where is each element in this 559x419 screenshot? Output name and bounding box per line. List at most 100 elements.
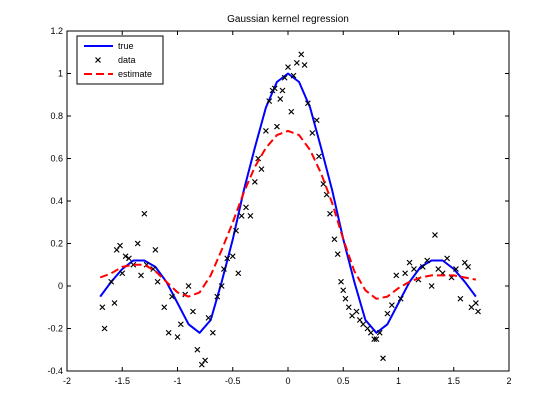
data-point [406,259,413,266]
data-point [461,259,468,266]
data-point [101,325,108,332]
data-point [402,270,409,277]
data-point [424,257,431,264]
legend-marker-data [95,57,101,63]
data-point [388,302,395,309]
data-point [320,181,327,187]
data-point [274,123,280,130]
data-point [419,263,426,270]
data-point [288,108,295,115]
data-point [266,98,273,105]
data-point [220,266,227,272]
y-tick-label: 0.4 [50,196,63,206]
data-point [349,312,356,319]
data-point [285,64,291,71]
data-point [235,270,242,277]
data-point [111,300,118,306]
legend-label-data: data [118,55,136,65]
y-tick-label: 1 [58,69,63,79]
data-point [327,210,333,217]
y-tick-label: 0.2 [50,239,63,249]
legend: true data estimate [76,35,164,85]
data-point [122,253,129,260]
data-point [154,278,161,285]
data-point [301,62,308,68]
data-point [334,251,341,258]
data-point [247,212,254,219]
data-point [258,166,265,173]
data-point [331,236,338,243]
data-point [465,263,472,270]
y-tick-label: 1.2 [50,26,63,36]
data-point [342,295,349,302]
data-point [281,74,288,81]
data-point [190,308,196,315]
data-point [435,266,442,272]
data-point [238,212,245,219]
data-point [165,329,172,336]
data-point [169,293,175,300]
data-point [457,295,464,302]
data-point [432,232,438,238]
data-point [367,329,374,336]
data-point [99,304,106,311]
y-tick-label: -0.4 [47,366,63,376]
data-point [360,321,367,328]
data-point [262,127,269,134]
data-point [108,278,115,285]
data-point [380,355,386,362]
data-point [174,334,181,340]
legend-box [76,35,164,85]
data-point [411,266,417,272]
x-tick-label: -1.5 [114,376,130,386]
data-point [376,329,383,336]
series-data-markers [99,51,481,368]
data-point [113,246,120,253]
plot-area [66,30,510,372]
data-point [309,130,316,136]
data-point [243,204,249,211]
legend-label-true: true [118,41,134,51]
data-point [279,87,286,94]
data-point [472,300,479,306]
data-point [214,293,221,300]
data-point [397,295,404,302]
data-point [209,329,216,336]
data-point [373,336,380,343]
data-point [229,253,236,260]
x-tick-label: 0.5 [337,376,350,386]
series-true-line [99,72,477,334]
chart-title: Gaussian kernel regression [227,14,349,25]
data-point [345,304,352,311]
data-point [384,310,391,317]
data-point [468,304,475,311]
y-tick-label: 0 [58,281,63,291]
data-point [353,308,360,315]
data-point [290,72,297,79]
data-point [453,266,459,272]
data-point [198,361,205,368]
data-point [233,227,239,234]
x-tick-label: 0 [285,376,290,386]
data-point [293,59,300,66]
data-point [194,346,201,353]
data-point [138,272,144,279]
data-point [218,283,225,289]
data-point [134,240,141,247]
data-point [185,283,192,289]
data-point [475,308,481,315]
x-tick-label: -2 [63,376,71,386]
series-layer [99,51,481,368]
data-point [177,321,184,328]
data-point [316,153,322,160]
data-point [130,261,137,268]
data-point [298,51,305,58]
axis-ticks: -2 -1.5 -1 -0.5 0 0.5 1 1.5 2 -0.4 -0.2 0 0.2 0.4 0.6 0… [47,26,511,386]
data-point [205,314,212,321]
data-point [340,287,347,294]
data-point [277,96,284,102]
data-point [313,117,320,124]
data-point [371,336,378,343]
x-tick-label: 1 [396,376,401,386]
